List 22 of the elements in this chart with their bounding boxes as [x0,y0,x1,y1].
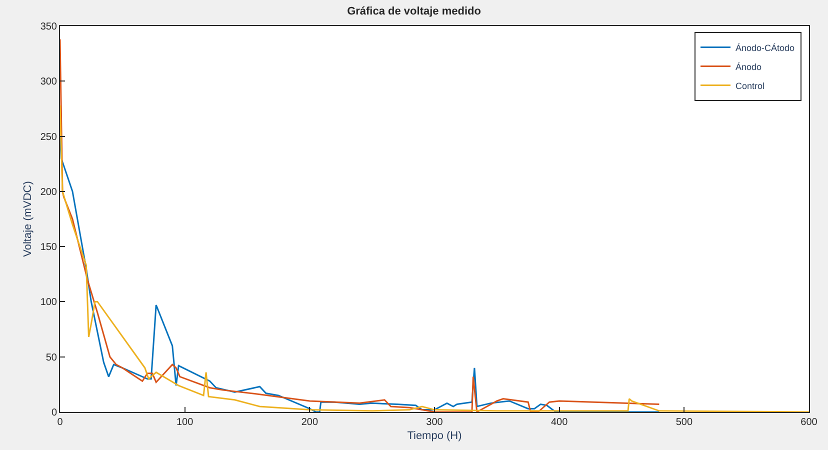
x-tick-label: 100 [176,417,194,428]
legend-label: Ánodo-CÁtodo [736,42,795,53]
y-tick-label: 0 [51,408,58,418]
y-tick-label: 250 [40,132,58,143]
x-tick-label: 500 [676,417,693,428]
x-tick-label: 600 [800,417,818,428]
y-tick-label: 50 [46,352,58,364]
y-axis-title: Voltaje (mVDC) [22,181,34,257]
y-tick-label: 200 [40,186,58,198]
legend-label: Ánodo [736,62,762,72]
x-tick-label: 200 [301,417,318,428]
y-tick-label: 350 [40,22,58,32]
line-series [60,38,660,412]
y-tick-label: 100 [40,297,58,308]
x-axis-title: Tiempo (H) [407,430,462,442]
line-series [60,104,809,412]
x-tick-label: 300 [426,417,444,428]
y-tick-label: 150 [40,242,58,254]
y-tick-label: 300 [40,76,58,88]
chart-title: Gráfica de voltaje medido [347,5,482,18]
x-tick-label: 400 [550,417,568,428]
legend-label: Control [736,80,765,91]
